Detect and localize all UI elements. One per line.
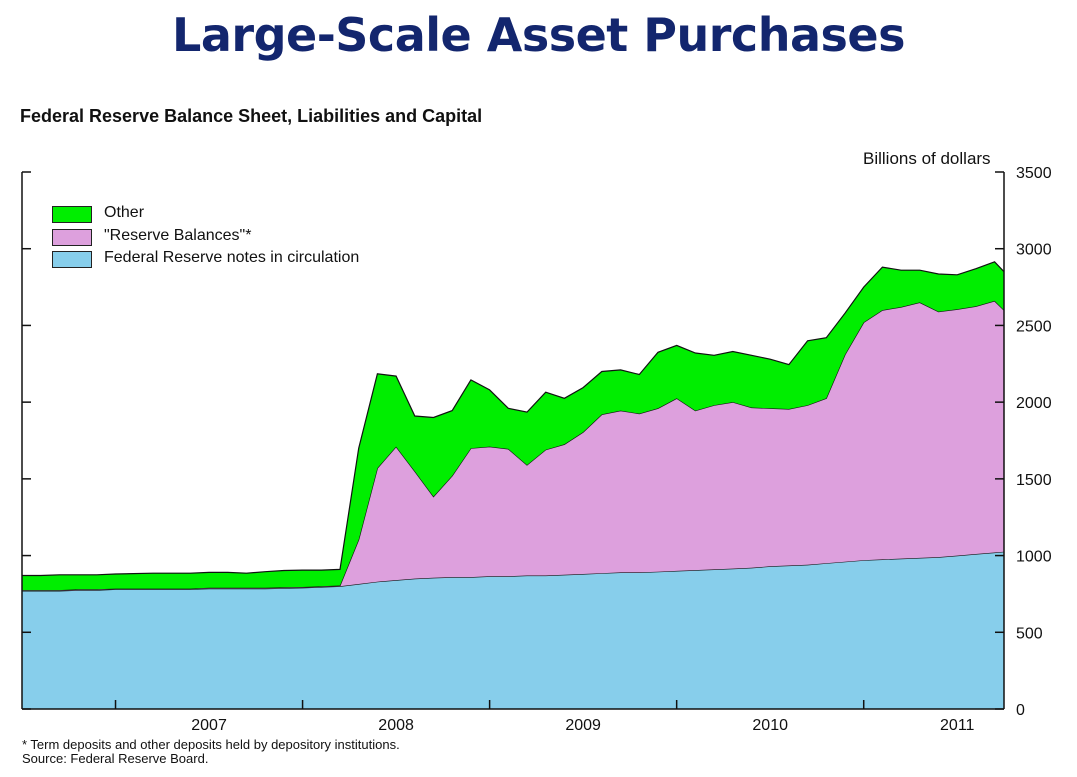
y-tick-label: 1000 <box>1016 549 1052 566</box>
legend-swatch-notes-in-circulation <box>52 251 92 268</box>
slide-title: Large-Scale Asset Purchases <box>172 8 905 62</box>
y-tick-label: 500 <box>1016 625 1043 642</box>
area-reserve-balances <box>22 300 1004 591</box>
y-tick-label: 1500 <box>1016 472 1052 489</box>
y-tick-label: 2500 <box>1016 318 1052 335</box>
x-tick-label: 2010 <box>752 717 788 734</box>
area-other-edge <box>22 261 1005 577</box>
y-axis-units-label: Billions of dollars <box>863 149 991 168</box>
area-other <box>22 261 1004 591</box>
legend-label-reserve-balances: "Reserve Balances"* <box>104 226 252 244</box>
source-text: Source: Federal Reserve Board. <box>22 751 209 766</box>
legend-swatch-other <box>52 206 92 223</box>
x-tick-label: 2011 <box>940 717 975 734</box>
y-tick-label: 0 <box>1016 702 1025 719</box>
footnote-text: * Term deposits and other deposits held … <box>22 737 400 752</box>
chart-title: Federal Reserve Balance Sheet, Liabiliti… <box>20 106 483 126</box>
legend-label-other: Other <box>104 204 145 221</box>
y-tick-label: 2000 <box>1016 395 1052 412</box>
legend-swatch-reserve-balances <box>52 228 92 246</box>
x-tick-label: 2009 <box>565 717 601 734</box>
legend-label-notes-in-circulation: Federal Reserve notes in circulation <box>104 249 360 266</box>
x-tick-label: 2007 <box>191 717 227 734</box>
area-notes-in-circulation <box>22 551 1004 709</box>
y-tick-label: 3000 <box>1016 242 1052 259</box>
chart-footnote: * Term deposits and other deposits held … <box>22 738 400 766</box>
x-tick-label: 2008 <box>378 717 414 734</box>
y-tick-label: 3500 <box>1016 165 1052 182</box>
